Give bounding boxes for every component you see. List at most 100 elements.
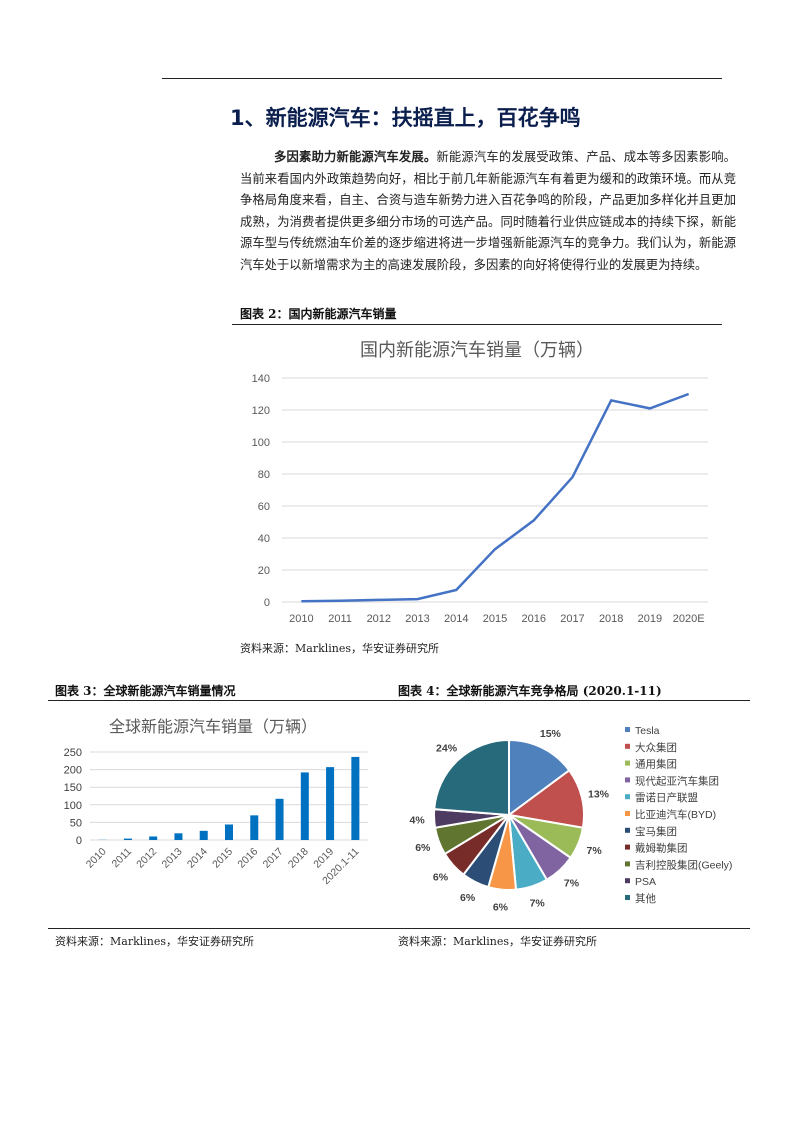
slice-label: 6% — [433, 871, 449, 883]
x-tick-label: 2019 — [638, 613, 662, 625]
legend-label: PSA — [635, 876, 656, 888]
x-tick-label: 2017 — [261, 846, 286, 871]
y-tick-label: 140 — [252, 373, 270, 385]
legend-label: 戴姆勒集团 — [635, 842, 688, 855]
y-tick-label: 40 — [258, 533, 270, 545]
figure-3-4-rule — [48, 700, 750, 701]
legend-swatch — [625, 727, 630, 732]
bottom-rule — [48, 928, 750, 929]
slice-label: 6% — [493, 902, 509, 914]
x-tick-label: 2014 — [185, 846, 210, 871]
global-sales-bar-chart: 全球新能源汽车销量（万辆） 0 50 100 150 200 250 2010 2011 2012… — [64, 718, 368, 887]
legend-label: 其他 — [635, 892, 656, 905]
slice-label: 4% — [410, 814, 426, 826]
legend-swatch — [625, 861, 630, 867]
chart-title: 国内新能源汽车销量（万辆） — [360, 340, 594, 360]
slice-label: 7% — [530, 898, 546, 910]
legend-label: Tesla — [635, 725, 660, 737]
x-tick-label: 2015 — [483, 613, 507, 625]
x-tick-label: 2015 — [210, 846, 235, 871]
figure-3-label: 图表 3：全球新能源汽车销量情况 — [55, 684, 236, 698]
x-tick-label: 2013 — [160, 846, 185, 871]
legend-label: 比亚迪汽车(BYD) — [635, 808, 716, 821]
x-tick-label: 2016 — [521, 613, 545, 625]
legend-swatch — [625, 878, 630, 884]
paragraph-body: 新能源汽车的发展受政策、产品、成本等多因素影响。当前来看国内外政策趋势向好，相比… — [240, 150, 736, 272]
y-tick-label: 60 — [258, 501, 270, 513]
y-tick-label: 0 — [76, 835, 82, 847]
bar — [351, 756, 360, 840]
bar — [225, 824, 233, 840]
y-tick-label: 80 — [258, 469, 270, 481]
header-rule — [162, 78, 722, 79]
figure-4-label: 图表 4：全球新能源汽车竞争格局 (2020.1-11) — [398, 684, 662, 698]
slice-label: 7% — [564, 878, 580, 890]
legend-label: 雷诺日产联盟 — [635, 791, 698, 804]
legend-label: 大众集团 — [635, 741, 677, 754]
global-share-pie-chart: 15% 13% 7% 7% 7% 6% 6% 6% 6% 4% 24% Tesla 大众集团通用集团现代… — [410, 725, 733, 914]
bar — [123, 838, 132, 840]
x-tick-label: 2012 — [367, 613, 391, 625]
x-tick-label: 2010 — [84, 846, 109, 871]
x-tick-label: 2012 — [134, 846, 159, 871]
figure-2-label: 图表 2：国内新能源汽车销量 — [240, 307, 397, 321]
x-tick-label: 2018 — [286, 846, 311, 871]
figure-3-source: 资料来源：Marklines，华安证券研究所 — [55, 935, 255, 948]
slice-label: 15% — [540, 728, 562, 740]
pie-slice — [506, 768, 585, 829]
bar — [149, 836, 158, 840]
y-tick-label: 20 — [258, 565, 270, 577]
chart-title: 全球新能源汽车销量（万辆） — [109, 718, 317, 736]
paragraph-lead: 多因素助力新能源汽车发展。 — [274, 149, 437, 164]
legend-label: 宝马集团 — [635, 825, 677, 838]
slice-label: 7% — [587, 845, 603, 857]
section-title: 1、新能源汽车：扶摇直上，百花争鸣 — [230, 106, 581, 130]
y-tick-label: 150 — [64, 782, 82, 794]
x-tick-label: 2013 — [405, 613, 429, 625]
figure-2-rule — [232, 324, 722, 325]
bar — [174, 833, 183, 840]
slice-label: 24% — [436, 742, 458, 754]
legend-swatch — [625, 811, 630, 816]
legend-swatch — [625, 760, 630, 766]
legend-label: 现代起亚汽车集团 — [635, 774, 719, 787]
legend-label: 通用集团 — [635, 758, 677, 771]
bar — [326, 767, 335, 840]
domestic-sales-line-chart: 国内新能源汽车销量（万辆） 0 20 40 60 80 100 120 140 2010 2011 2… — [252, 340, 708, 625]
x-tick-label: 2017 — [560, 613, 584, 625]
y-tick-label: 250 — [64, 747, 82, 759]
y-tick-label: 0 — [264, 597, 270, 609]
pie-slice — [508, 738, 571, 817]
figure-4-source: 资料来源：Marklines，华安证券研究所 — [398, 935, 598, 948]
legend-swatch — [625, 895, 630, 900]
slice-label: 6% — [415, 842, 431, 854]
legend-swatch — [625, 827, 630, 833]
legend-swatch — [625, 844, 630, 850]
bar — [250, 815, 259, 840]
slice-label: 6% — [460, 892, 476, 904]
x-tick-label: 2018 — [599, 613, 623, 625]
slice-label: 13% — [588, 789, 610, 801]
bar — [300, 772, 309, 840]
x-tick-label: 2016 — [235, 846, 260, 871]
x-tick-label: 2014 — [444, 613, 468, 625]
body-paragraph: 多因素助力新能源汽车发展。新能源汽车的发展受政策、产品、成本等多因素影响。当前来… — [240, 146, 736, 276]
bar — [199, 830, 208, 840]
x-tick-label: 2011 — [110, 846, 135, 871]
x-tick-label: 2010 — [289, 613, 313, 625]
pie-slice — [433, 738, 510, 817]
y-tick-label: 120 — [252, 405, 270, 417]
figure-2-source: 资料来源：Marklines，华安证券研究所 — [240, 642, 440, 655]
x-tick-label: 2011 — [328, 613, 352, 625]
legend-swatch — [625, 794, 630, 800]
y-tick-label: 100 — [64, 800, 82, 812]
y-tick-label: 200 — [64, 765, 82, 777]
legend-label: 吉利控股集团(Geely) — [635, 858, 732, 871]
y-tick-label: 50 — [70, 817, 82, 829]
bar — [275, 798, 284, 840]
legend-swatch — [625, 777, 630, 783]
x-tick-label: 2020E — [673, 613, 705, 625]
y-tick-label: 100 — [252, 437, 270, 449]
legend-swatch — [625, 743, 630, 749]
